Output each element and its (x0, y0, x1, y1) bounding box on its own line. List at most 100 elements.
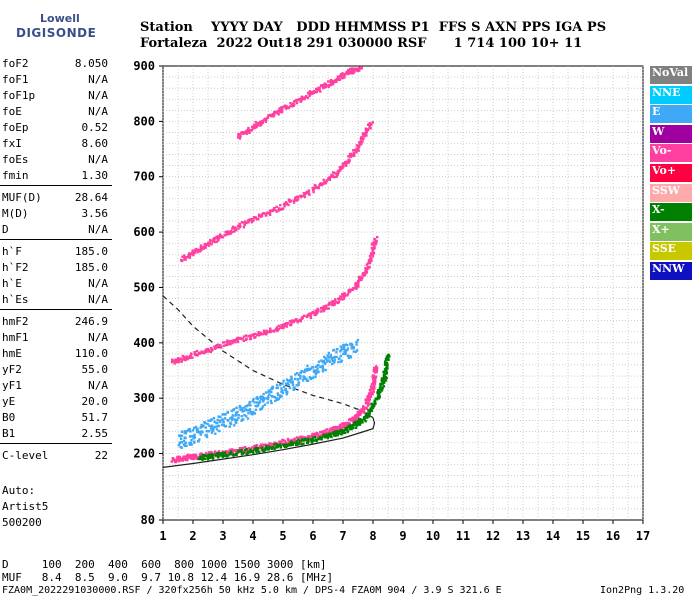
echo-point (217, 415, 220, 418)
echo-point (315, 90, 318, 94)
echo-point (373, 371, 377, 374)
echo-point (372, 241, 376, 244)
echo-point (343, 76, 346, 79)
echo-point (263, 212, 266, 215)
echo-point (237, 133, 241, 136)
echo-point (205, 451, 208, 455)
echo-point (291, 443, 294, 446)
echo-point (321, 182, 325, 185)
echo-point (317, 88, 321, 91)
echo-point (273, 112, 276, 115)
echo-point (265, 117, 268, 121)
legend-ssw: SSW (650, 183, 692, 202)
echo-point (314, 184, 317, 187)
echo-point (312, 190, 315, 194)
echo-point (382, 384, 385, 388)
echo-point (258, 401, 261, 404)
echo-point (275, 398, 278, 401)
echo-point (308, 312, 311, 315)
echo-point (344, 352, 347, 356)
echo-point (345, 294, 349, 297)
echo-point (270, 443, 273, 447)
y-tick-label: 800 (133, 114, 155, 128)
echo-point (333, 358, 336, 361)
echo-point (242, 339, 245, 342)
echo-point (327, 80, 330, 83)
echo-point (365, 398, 368, 401)
echo-point (304, 436, 308, 439)
echo-point (273, 207, 276, 210)
echo-point (365, 399, 368, 403)
echo-point (331, 171, 335, 174)
y-tick-label: 200 (133, 447, 155, 461)
echo-point (300, 439, 303, 442)
echo-point (254, 120, 257, 124)
echo-point (351, 427, 354, 430)
echo-point (262, 329, 266, 332)
echo-point (332, 80, 335, 83)
param-value: 1.30 (81, 169, 109, 182)
echo-point (348, 427, 351, 431)
echo-point (213, 450, 217, 453)
echo-point (292, 320, 295, 324)
echo-point (375, 365, 378, 368)
echo-point (184, 441, 187, 444)
echo-point (219, 346, 222, 349)
echo-point (211, 240, 215, 243)
echo-point (180, 446, 184, 449)
echo-point (355, 424, 359, 427)
echo-point (358, 423, 362, 426)
echo-point (284, 388, 287, 391)
echo-point (299, 377, 302, 380)
echo-point (177, 358, 181, 361)
echo-point (374, 380, 377, 383)
echo-point (340, 359, 343, 362)
echo-point (290, 199, 293, 202)
header-values: Fortaleza 2022 Out18 291 030000 RSF 1 71… (140, 36, 583, 51)
echo-point (340, 77, 343, 80)
echo-point (270, 329, 273, 333)
echo-point (354, 426, 358, 429)
echo-point (188, 256, 192, 259)
echo-point (213, 420, 216, 423)
echo-point (358, 409, 362, 412)
echo-point (290, 321, 293, 325)
param-row: foF1p N/A (2, 88, 108, 104)
echo-point (275, 446, 278, 449)
echo-point (380, 378, 383, 382)
echo-point (241, 131, 244, 134)
echo-point (180, 457, 183, 461)
echo-point (192, 253, 195, 257)
echo-point (268, 446, 272, 449)
echo-point (262, 400, 265, 403)
echo-point (346, 70, 349, 73)
echo-point (245, 415, 248, 418)
echo-point (179, 441, 183, 444)
echo-point (375, 242, 378, 245)
echo-point (308, 90, 312, 93)
param-value: N/A (88, 73, 108, 86)
y-tick-label: 80 (141, 513, 155, 527)
echo-point (219, 233, 222, 236)
param-row: fmin 1.30 (2, 168, 108, 184)
echo-point (354, 418, 357, 421)
echo-point (230, 450, 233, 453)
x-tick-label: 16 (606, 529, 620, 543)
echo-point (321, 366, 324, 369)
echo-point (237, 416, 240, 420)
echo-point (318, 184, 321, 187)
echo-point (287, 106, 290, 110)
echo-point (255, 125, 258, 129)
echo-point (200, 423, 203, 427)
echo-point (343, 292, 346, 295)
echo-point (277, 324, 280, 328)
echo-point (322, 367, 325, 371)
echo-point (365, 263, 368, 266)
x-tick-label: 2 (189, 529, 196, 543)
echo-point (245, 221, 248, 225)
echo-point (339, 169, 342, 172)
echo-point (340, 348, 343, 352)
echo-point (348, 159, 351, 162)
echo-point (309, 316, 313, 320)
echo-point (290, 319, 293, 322)
